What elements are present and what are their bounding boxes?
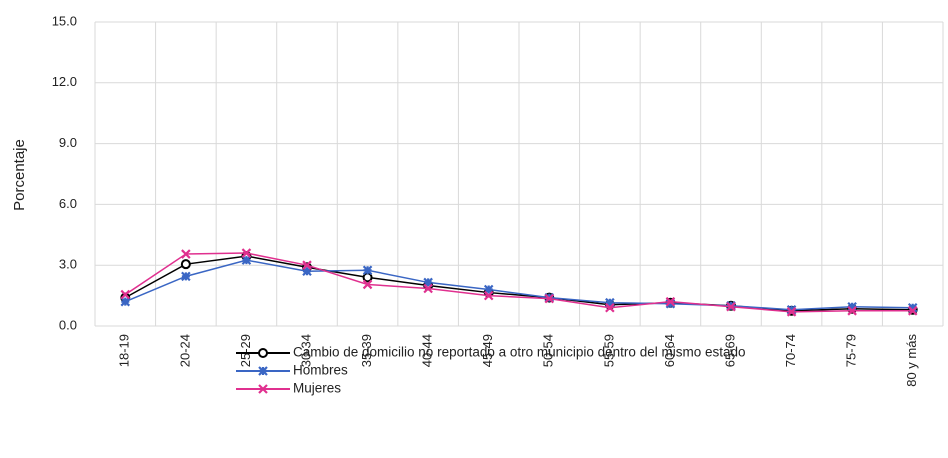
- x-tick-label: 80 y más: [904, 334, 919, 387]
- y-axis-label: Porcentaje: [11, 139, 28, 211]
- x-tick-label: 60-64: [662, 334, 677, 367]
- marker: [483, 284, 494, 295]
- marker: [241, 248, 252, 258]
- marker: [605, 297, 615, 308]
- marker: [258, 366, 268, 376]
- marker: [181, 271, 191, 282]
- marker: [786, 307, 797, 317]
- marker: [362, 265, 373, 276]
- marker: [907, 306, 918, 316]
- x-tick-label: 35-39: [359, 334, 374, 367]
- marker: [180, 259, 191, 270]
- legend-label: Hombres: [293, 363, 348, 378]
- x-tick-label: 20-24: [177, 334, 192, 367]
- marker: [665, 296, 676, 307]
- x-tick-label: 18-19: [117, 334, 132, 367]
- x-tick-label: 25-29: [238, 334, 253, 367]
- series-line: [124, 259, 913, 311]
- marker: [726, 301, 736, 312]
- marker: [847, 306, 857, 316]
- marker: [665, 298, 676, 309]
- marker: [258, 384, 268, 394]
- x-tick-label: 75-79: [844, 334, 859, 367]
- legend-label: Mujeres: [293, 381, 341, 396]
- marker: [423, 283, 433, 294]
- series-line: [124, 252, 913, 313]
- marker: [302, 260, 312, 270]
- x-tick-label: 50-54: [541, 334, 556, 367]
- marker: [362, 279, 373, 290]
- marker: [181, 249, 191, 259]
- marker: [241, 255, 252, 265]
- marker: [120, 296, 131, 307]
- legend-label: Cambio de domicilio no reportado a otro …: [293, 345, 746, 360]
- x-tick-label: 40-44: [420, 334, 435, 367]
- y-tick-label: 3.0: [59, 257, 77, 272]
- marker: [847, 301, 857, 312]
- y-tick-label: 0.0: [59, 317, 77, 332]
- y-tick-label: 6.0: [59, 196, 77, 211]
- x-tick-label: 65-69: [722, 334, 737, 367]
- marker: [605, 302, 615, 313]
- marker: [907, 302, 918, 313]
- y-tick-label: 12.0: [52, 74, 77, 89]
- marker: [258, 348, 268, 358]
- marker: [423, 277, 433, 288]
- y-tick-label: 15.0: [52, 13, 77, 28]
- marker: [120, 289, 131, 300]
- x-tick-label: 30-34: [298, 334, 313, 367]
- x-tick-label: 45-49: [480, 334, 495, 367]
- x-tick-label: 70-74: [783, 334, 798, 367]
- series-line: [124, 255, 913, 312]
- x-tick-label: 55-59: [601, 334, 616, 367]
- marker: [786, 305, 797, 315]
- marker: [544, 293, 555, 304]
- y-tick-label: 9.0: [59, 135, 77, 150]
- marker: [483, 290, 494, 301]
- marker: [302, 266, 312, 277]
